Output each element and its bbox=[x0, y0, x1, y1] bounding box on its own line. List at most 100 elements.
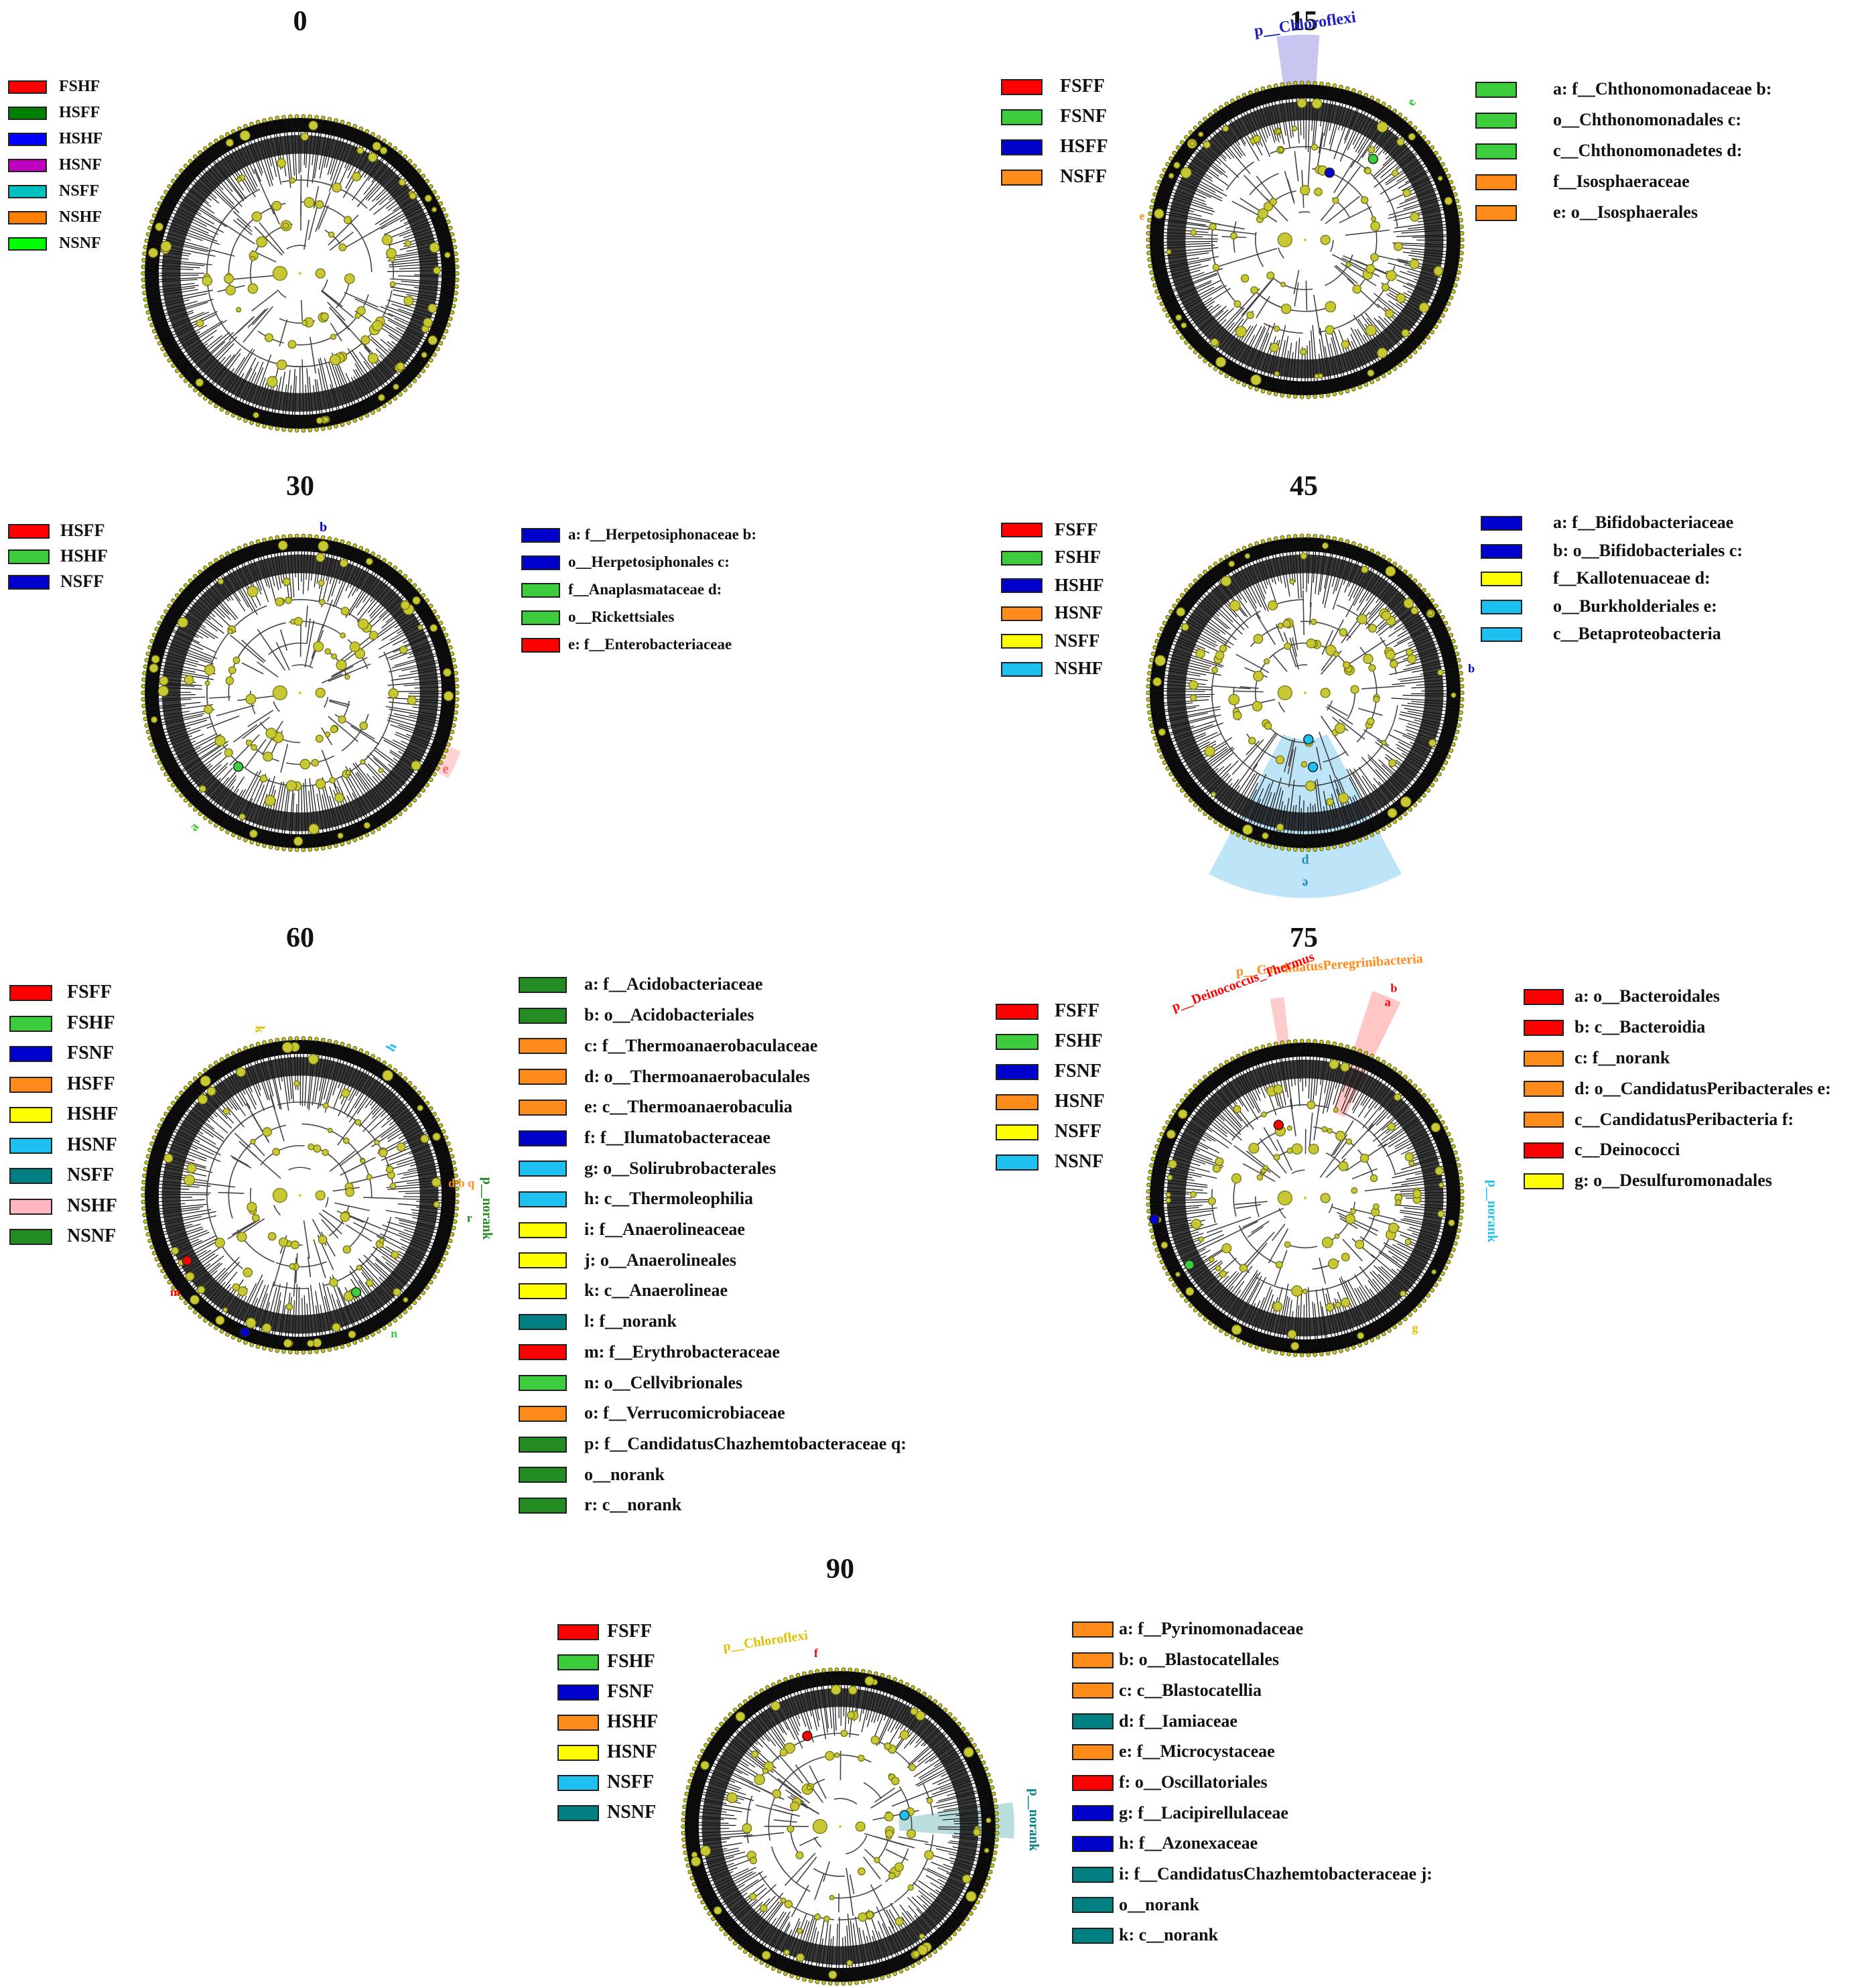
branch-spoke bbox=[1313, 294, 1321, 336]
leaf-line bbox=[1168, 171, 1223, 199]
leaf-node bbox=[376, 407, 381, 412]
leaf-line bbox=[178, 752, 222, 786]
leaf-node bbox=[346, 121, 351, 127]
tree-node bbox=[847, 1711, 855, 1719]
leaf-node bbox=[157, 201, 162, 206]
leaf-node bbox=[911, 1963, 915, 1969]
leaf-node bbox=[446, 322, 451, 328]
leaf-node bbox=[1165, 161, 1170, 167]
tree-node bbox=[1385, 309, 1394, 318]
tree-node bbox=[417, 624, 423, 631]
leaf-line bbox=[157, 638, 212, 660]
leaf-node bbox=[320, 426, 326, 432]
leaf-line bbox=[171, 611, 215, 640]
tree-node bbox=[443, 691, 454, 702]
leaf-line bbox=[1165, 280, 1212, 302]
leaf-line bbox=[1156, 259, 1211, 272]
leaf-line bbox=[1223, 111, 1246, 147]
leaf-line bbox=[1374, 138, 1420, 180]
tree-node bbox=[315, 200, 324, 209]
branch-spoke bbox=[329, 231, 354, 251]
tree-node bbox=[1181, 322, 1187, 329]
tree-node bbox=[247, 283, 259, 294]
leaf-line bbox=[1256, 95, 1270, 137]
branch-spoke bbox=[242, 716, 270, 740]
leaf-node bbox=[364, 413, 370, 418]
leaf-node bbox=[1248, 385, 1253, 390]
branch-spoke bbox=[1294, 151, 1299, 182]
tree-node bbox=[795, 1851, 804, 1859]
leaf-line bbox=[399, 266, 453, 269]
leaf-line bbox=[344, 775, 373, 828]
leaf-node bbox=[188, 159, 193, 163]
leaf-node bbox=[1313, 80, 1318, 86]
leaf-line bbox=[389, 639, 444, 661]
leaf-node bbox=[141, 264, 146, 269]
leaf-line bbox=[232, 136, 258, 187]
leaf-line bbox=[368, 360, 395, 393]
leaf-line bbox=[210, 149, 247, 200]
leaf-line bbox=[363, 154, 397, 195]
leaf-line bbox=[200, 158, 243, 207]
leaf-line bbox=[1203, 307, 1245, 354]
leaf-node bbox=[412, 379, 417, 383]
leaf-line bbox=[347, 775, 377, 825]
tree-node bbox=[160, 241, 172, 253]
branch-arc bbox=[813, 1868, 846, 1877]
branch-spoke bbox=[885, 1849, 909, 1861]
leaf-node bbox=[1156, 295, 1162, 300]
leaf-line bbox=[1375, 121, 1402, 153]
leaf-line bbox=[206, 572, 229, 602]
tree-node bbox=[1173, 161, 1181, 169]
tree-node bbox=[284, 596, 292, 604]
leaf-node bbox=[1147, 257, 1152, 262]
leaf-line bbox=[160, 631, 204, 651]
leaf-node bbox=[1357, 385, 1363, 390]
leaf-line bbox=[687, 1825, 736, 1826]
leaf-line bbox=[1373, 293, 1426, 334]
leaf-node bbox=[249, 420, 254, 425]
leaf-line bbox=[283, 121, 291, 188]
leaf-line bbox=[393, 318, 438, 340]
leaf-node bbox=[759, 1688, 764, 1693]
branch-spoke bbox=[864, 1833, 905, 1846]
leaf-node bbox=[988, 1869, 993, 1875]
leaf-line bbox=[345, 766, 381, 823]
leaf-line bbox=[165, 734, 222, 765]
leaf-node bbox=[1455, 198, 1460, 204]
leaf-node bbox=[1176, 145, 1181, 150]
leaf-line bbox=[1288, 352, 1294, 392]
leaf-node bbox=[179, 168, 184, 174]
leaf-line bbox=[1157, 202, 1195, 212]
leaf-line bbox=[268, 543, 279, 590]
leaf-node bbox=[714, 1922, 720, 1926]
branch-spoke bbox=[809, 1765, 827, 1799]
leaf-node bbox=[965, 1731, 969, 1737]
leaf-node bbox=[1325, 82, 1331, 87]
leaf-node bbox=[991, 1857, 996, 1862]
leaf-line bbox=[1407, 271, 1451, 285]
tree-node bbox=[424, 194, 432, 202]
leaf-line bbox=[1388, 262, 1453, 281]
clade-annotation: p__norank bbox=[1026, 1788, 1041, 1851]
tree-node bbox=[1367, 146, 1376, 153]
tree-node bbox=[796, 1952, 805, 1962]
leaf-line bbox=[210, 569, 234, 601]
leaf-node bbox=[144, 238, 149, 243]
leaf-line bbox=[1278, 336, 1289, 391]
leaf-node bbox=[145, 232, 151, 237]
legend-swatch bbox=[1001, 79, 1043, 95]
tree-node bbox=[1311, 98, 1323, 109]
leaf-line bbox=[1323, 90, 1333, 137]
leaf-line bbox=[154, 228, 191, 241]
leaf-line bbox=[318, 543, 332, 602]
leaf-node bbox=[1443, 307, 1449, 312]
leaf-line bbox=[303, 783, 307, 846]
branch-spoke bbox=[336, 315, 371, 353]
leaf-line bbox=[377, 321, 430, 355]
tree-nodes bbox=[141, 114, 460, 433]
leaf-line bbox=[289, 541, 295, 598]
leaf-node bbox=[1455, 276, 1460, 281]
leaf-line bbox=[1177, 287, 1231, 323]
tree-node bbox=[1274, 371, 1280, 377]
